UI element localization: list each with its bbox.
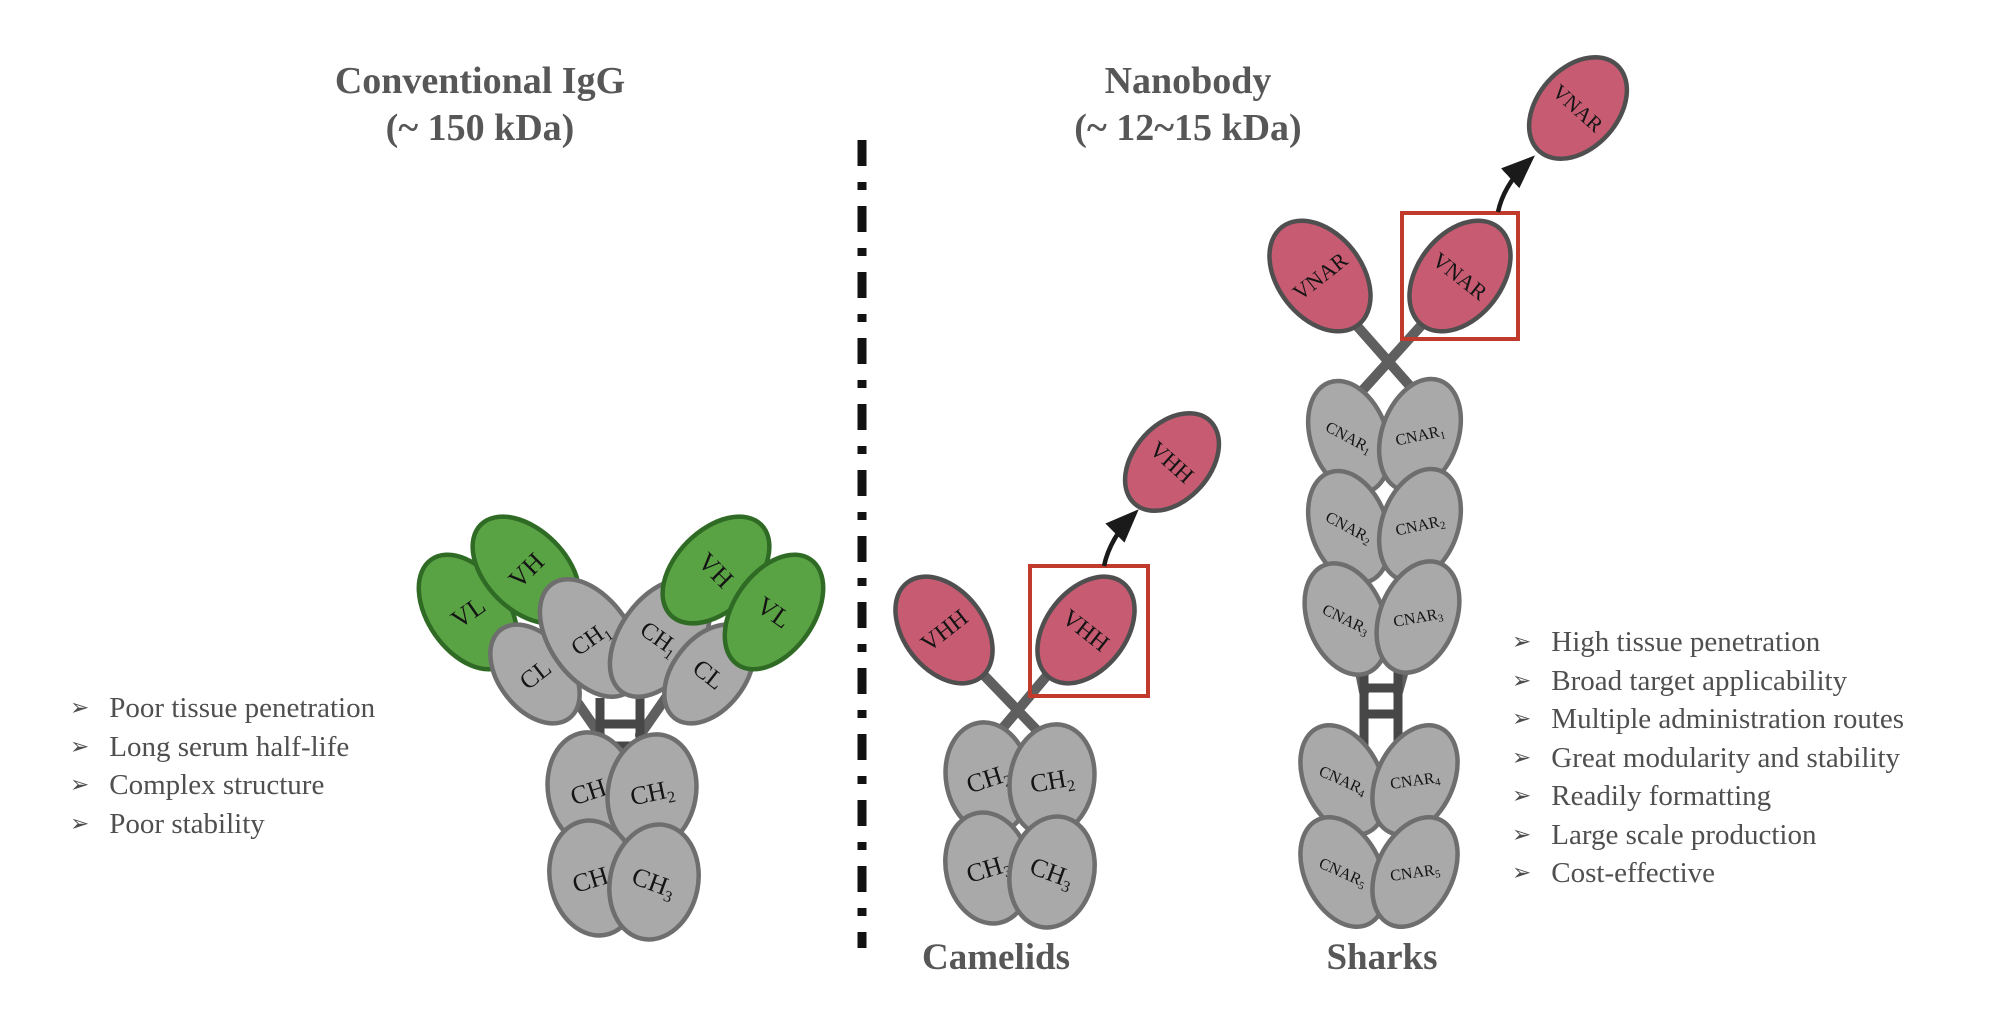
arrowhead-bullet-icon: ➢ xyxy=(1512,629,1532,655)
vhh-arrow xyxy=(1101,509,1139,567)
camelid-ch2-right-label: CH2 xyxy=(1028,762,1077,801)
vnar-highlight-box xyxy=(1400,211,1520,341)
shark-cnar2-right-domain: CNAR2 xyxy=(1376,466,1464,584)
camelid-ch3-right-ellipse xyxy=(1007,814,1097,930)
camelid-ch3-right-domain: CH3 xyxy=(1007,814,1097,930)
conventional-igg-title-line2: (~ 150 kDa) xyxy=(385,107,575,149)
shark-cnar4-right-label: CNAR4 xyxy=(1389,769,1442,795)
isolated-vnar-ellipse xyxy=(1526,55,1630,161)
igg-ch3-right-ellipse xyxy=(607,822,701,942)
camelids-label: Camelids xyxy=(922,937,1070,978)
igg-structure: VL VH CL CH1 CH1 VH xyxy=(416,514,826,942)
list-item-text: Complex structure xyxy=(109,769,325,801)
camelid-vhh-left-ellipse xyxy=(893,574,995,686)
conventional-igg-title: Conventional IgG (~ 150 kDa) xyxy=(280,58,680,152)
list-item: ➢ Large scale production xyxy=(1512,819,1904,858)
list-item-text: Readily formatting xyxy=(1551,780,1772,812)
list-item: ➢ Long serum half-life xyxy=(70,731,375,770)
igg-vl-right-domain: VL xyxy=(722,552,826,672)
shark-vnar-left-ellipse xyxy=(1267,218,1373,334)
arrowhead-bullet-icon: ➢ xyxy=(70,733,90,760)
shark-structure: VNAR VNAR CNAR1 CNAR1 CNAR2 CNAR2 xyxy=(1267,55,1630,929)
nanobody-properties-list: ➢ High tissue penetration ➢ Broad target… xyxy=(1512,626,1904,896)
shark-cnar4-right-domain: CNAR4 xyxy=(1370,723,1460,837)
list-item-text: Large scale production xyxy=(1551,818,1817,851)
list-item-text: Multiple administration routes xyxy=(1551,703,1905,735)
list-item-text: Cost-effective xyxy=(1551,857,1716,889)
shark-cnar3-right-ellipse xyxy=(1374,559,1462,675)
list-item: ➢ Poor tissue penetration xyxy=(70,692,375,731)
camelid-ch2-right-domain: CH2 xyxy=(1007,722,1097,838)
vhh-highlight-box xyxy=(1028,564,1150,698)
list-item-text: Long serum half-life xyxy=(109,730,350,763)
list-item: ➢ Broad target applicability xyxy=(1512,665,1904,704)
isolated-vnar-domain: VNAR xyxy=(1526,55,1630,161)
camelid-structure: VHH VHH CH2 CH2 CH3 CH3 xyxy=(893,410,1222,930)
arrowhead-bullet-icon: ➢ xyxy=(70,772,90,798)
arrowhead-bullet-icon: ➢ xyxy=(1512,706,1532,732)
list-item: ➢ Cost-effective xyxy=(1512,857,1904,896)
shark-cnar5-left-domain: CNAR5 xyxy=(1298,815,1388,929)
shark-right-stalk xyxy=(1347,313,1433,407)
isolated-vhh-ellipse xyxy=(1122,410,1222,514)
shark-vnar-right-domain: VNAR xyxy=(1407,218,1513,334)
camelid-vhh-right-domain: VHH xyxy=(1035,574,1137,686)
shark-cnar4-left-domain: CNAR4 xyxy=(1298,723,1388,837)
list-item: ➢ Multiple administration routes xyxy=(1512,703,1904,742)
arrowhead-bullet-icon: ➢ xyxy=(1512,744,1532,771)
camelid-vhh-left-domain: VHH xyxy=(893,574,995,686)
shark-cnar4-right-ellipse xyxy=(1370,723,1460,837)
list-item: ➢ Great modularity and stability xyxy=(1512,742,1904,781)
isolated-vhh-domain: VHH xyxy=(1122,410,1222,514)
list-item: ➢ High tissue penetration xyxy=(1512,626,1904,665)
igg-vl-right-ellipse xyxy=(722,552,826,672)
arrowhead-bullet-icon: ➢ xyxy=(1512,821,1532,848)
conventional-igg-title-line1: Conventional IgG xyxy=(334,60,626,102)
list-item-text: Broad target applicability xyxy=(1551,664,1848,697)
igg-ch2-right-domain: CH2 xyxy=(605,732,699,852)
list-item-text: Poor tissue penetration xyxy=(109,692,376,724)
arrowhead-bullet-icon: ➢ xyxy=(1512,783,1532,809)
arrowhead-bullet-icon: ➢ xyxy=(1512,667,1532,694)
nanobody-title-line2: (~ 12~15 kDa) xyxy=(1074,107,1302,149)
arrowhead-bullet-icon: ➢ xyxy=(70,810,90,837)
shark-vnar-left-domain: VNAR xyxy=(1267,218,1373,334)
igg-ch3-right-domain: CH3 xyxy=(607,822,701,942)
vnar-arrow xyxy=(1495,155,1535,213)
shark-cnar5-left-ellipse xyxy=(1298,815,1388,929)
shark-cnar1-right-domain: CNAR1 xyxy=(1376,376,1464,494)
camelid-vhh-right-ellipse xyxy=(1035,574,1137,686)
nanobody-title-line1: Nanobody xyxy=(1104,60,1272,102)
list-item: ➢ Poor stability xyxy=(70,808,375,847)
shark-cnar5-right-label: CNAR5 xyxy=(1389,861,1442,887)
shark-cnar4-left-ellipse xyxy=(1298,723,1388,837)
igg-properties-list: ➢ Poor tissue penetration ➢ Long serum h… xyxy=(70,692,375,846)
list-item-text: Poor stability xyxy=(109,807,265,840)
list-item: ➢ Readily formatting xyxy=(1512,780,1904,819)
shark-cnar3-right-domain: CNAR3 xyxy=(1374,559,1462,675)
shark-cnar5-right-domain: CNAR5 xyxy=(1370,815,1460,929)
sharks-label: Sharks xyxy=(1326,937,1438,978)
shark-cnar5-right-ellipse xyxy=(1370,815,1460,929)
nanobody-title: Nanobody (~ 12~15 kDa) xyxy=(988,58,1388,152)
list-item: ➢ Complex structure xyxy=(70,769,375,808)
list-item-text: Great modularity and stability xyxy=(1551,741,1901,774)
arrowhead-bullet-icon: ➢ xyxy=(70,695,90,721)
shark-vnar-right-ellipse xyxy=(1407,218,1513,334)
arrowhead-bullet-icon: ➢ xyxy=(1512,860,1532,886)
list-item-text: High tissue penetration xyxy=(1551,626,1821,658)
